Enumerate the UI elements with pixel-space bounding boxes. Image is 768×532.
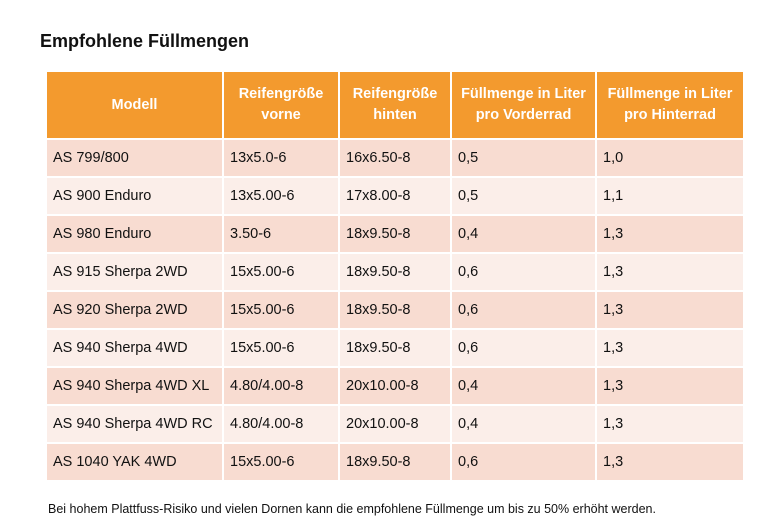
- table-cell: AS 980 Enduro: [45, 214, 224, 254]
- table-cell: AS 1040 YAK 4WD: [45, 442, 224, 482]
- header-cell: Füllmenge in Liter pro Hinterrad: [595, 70, 745, 140]
- table-cell: 15x5.00-6: [222, 328, 340, 368]
- table-cell: 1,3: [595, 404, 745, 444]
- table-cell: 18x9.50-8: [338, 442, 452, 482]
- title: Empfohlene Füllmengen: [40, 31, 250, 51]
- table-cell: 20x10.00-8: [338, 404, 452, 444]
- table-row: AS 940 Sherpa 4WD XL 4.80/4.00-8 20x10.00-…: [45, 366, 745, 406]
- header-cell: Reifengröße vorne: [222, 70, 340, 140]
- table-cell: 0,5: [450, 176, 597, 216]
- table-cell: 4.80/4.00-8: [222, 404, 340, 444]
- table-cell: 0,4: [450, 214, 597, 254]
- header-cell: Füllmenge in Liter pro Vorderrad: [450, 70, 597, 140]
- table-cell: 16x6.50-8: [338, 138, 452, 178]
- table-cell: AS 799/800: [45, 138, 224, 178]
- header-cell: Reifengröße hinten: [338, 70, 452, 140]
- table-cell: 18x9.50-8: [338, 290, 452, 330]
- table-cell: AS 920 Sherpa 2WD: [45, 290, 224, 330]
- table-row: AS 920 Sherpa 2WD 15x5.00-6 18x9.50-8 0,6 1,…: [45, 290, 745, 330]
- table-cell: 0,4: [450, 366, 597, 406]
- table-cell: 1,3: [595, 442, 745, 482]
- table-cell: 0,5: [450, 138, 597, 178]
- table-body: AS 799/800 13x5.0-6 16x6.50-8 0,5 1,0 AS 900 …: [45, 138, 745, 482]
- table-cell: 0,4: [450, 404, 597, 444]
- table-cell: AS 940 Sherpa 4WD RC: [45, 404, 224, 444]
- table-row: AS 799/800 13x5.0-6 16x6.50-8 0,5 1,0: [45, 138, 745, 178]
- footnote: Bei hohem Plattfuss-Risiko und vielen Do…: [48, 502, 656, 516]
- table-row: AS 980 Enduro 3.50-6 18x9.50-8 0,4 1,3: [45, 214, 745, 254]
- table-row: AS 1040 YAK 4WD 15x5.00-6 18x9.50-8 0,6 1,3: [45, 442, 745, 482]
- table-cell: 20x10.00-8: [338, 366, 452, 406]
- header-cell: Modell: [45, 70, 224, 140]
- table-cell: AS 940 Sherpa 4WD XL: [45, 366, 224, 406]
- table-cell: 3.50-6: [222, 214, 340, 254]
- table-cell: 15x5.00-6: [222, 290, 340, 330]
- table-cell: 1,3: [595, 290, 745, 330]
- table-cell: 0,6: [450, 442, 597, 482]
- table-row: AS 940 Sherpa 4WD RC 4.80/4.00-8 20x10.00-…: [45, 404, 745, 444]
- table-cell: 1,3: [595, 366, 745, 406]
- table-cell: 15x5.00-6: [222, 442, 340, 482]
- table-cell: 18x9.50-8: [338, 252, 452, 292]
- table-cell: 15x5.00-6: [222, 252, 340, 292]
- table-cell: AS 940 Sherpa 4WD: [45, 328, 224, 368]
- table-cell: 1,0: [595, 138, 745, 178]
- table-cell: 1,3: [595, 252, 745, 292]
- table-cell: 0,6: [450, 252, 597, 292]
- table-cell: AS 915 Sherpa 2WD: [45, 252, 224, 292]
- table-cell: 17x8.00-8: [338, 176, 452, 216]
- table-cell: 0,6: [450, 290, 597, 330]
- table-cell: AS 900 Enduro: [45, 176, 224, 216]
- table-cell: 1,3: [595, 328, 745, 368]
- table-cell: 4.80/4.00-8: [222, 366, 340, 406]
- table-cell: 18x9.50-8: [338, 214, 452, 254]
- header-row: Modell Reifengröße vorne Reifengröße hinte…: [45, 70, 745, 140]
- table-cell: 0,6: [450, 328, 597, 368]
- table-cell: 1,1: [595, 176, 745, 216]
- table-cell: 13x5.00-6: [222, 176, 340, 216]
- table-row: AS 940 Sherpa 4WD 15x5.00-6 18x9.50-8 0,6 1,…: [45, 328, 745, 368]
- table-row: AS 900 Enduro 13x5.00-6 17x8.00-8 0,5 1,1: [45, 176, 745, 216]
- table-cell: 13x5.0-6: [222, 138, 340, 178]
- fill-table: Modell Reifengröße vorne Reifengröße hinte…: [45, 70, 745, 482]
- table-cell: 18x9.50-8: [338, 328, 452, 368]
- table-row: AS 915 Sherpa 2WD 15x5.00-6 18x9.50-8 0,6 1,…: [45, 252, 745, 292]
- table-cell: 1,3: [595, 214, 745, 254]
